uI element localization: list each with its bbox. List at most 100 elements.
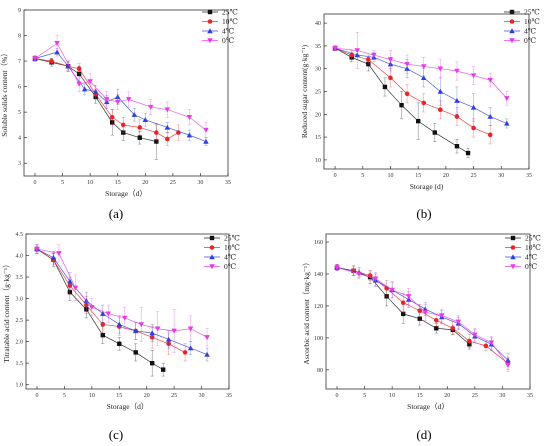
plot-frame [25,233,230,390]
data-point [437,66,444,72]
x-tick-label: 25 [471,173,477,179]
y-tick-label: 4.0 [16,254,24,260]
data-point [100,310,106,316]
data-point [122,315,128,321]
y-tick-label: 10 [315,158,321,164]
data-point [32,56,38,62]
data-point [117,341,122,346]
x-tick-label: 30 [498,173,504,179]
data-point [382,84,388,90]
data-point [131,111,138,117]
data-point [438,107,443,113]
legend: 25℃10℃4℃0℃ [202,8,238,45]
legend-marker [209,264,215,270]
data-point [421,100,427,106]
data-point [437,88,444,94]
series-1 [332,45,493,145]
x-axis-title: Storage（d） [107,402,149,411]
y-tick-label: 7 [18,59,21,65]
legend-label: 25℃ [222,8,238,17]
data-point [72,285,79,291]
data-point [454,144,460,149]
panel-label-b: (b) [416,206,432,221]
data-point [420,64,427,70]
chart-a: 0 5 10 15 20 25 30 35 3 4 5 6 7 8 9 Storage（d） Soluble s… [0,8,238,198]
y-tick-label: 25 [315,90,321,96]
legend: 25℃10℃4℃0℃ [505,234,541,271]
data-point [92,88,99,94]
data-point [165,336,172,342]
data-point [415,118,421,124]
y-tick-label: 80 [317,368,323,374]
legend-label: 25℃ [525,234,541,243]
x-axis-title: Storage (d) [410,182,444,191]
y-tick-label: 4.5 [16,232,24,238]
data-point [467,338,472,344]
legend-label: 10℃ [224,243,240,252]
y-tick-label: 6 [18,85,21,91]
data-point [187,326,194,332]
data-point [164,107,171,113]
data-point [470,73,477,79]
legend-marker [510,235,516,241]
data-point [65,63,71,69]
x-tick-label: 25 [171,393,177,399]
data-point [405,294,412,300]
y-tick-label: 160 [314,240,323,246]
legend-label: 10℃ [222,17,238,26]
series-3 [32,35,209,138]
data-point [372,276,379,282]
y-axis-title: Reduced sugar content(g·kg⁻¹) [300,44,309,138]
series-0 [32,55,159,160]
series-line [336,267,509,364]
data-point [354,48,360,54]
data-point [187,345,194,351]
legend-marker [509,28,515,34]
data-point [54,41,60,46]
data-point [171,328,177,334]
data-point [132,328,139,334]
data-point [387,57,394,63]
series-line [336,267,509,366]
y-tick-label: 1.5 [16,361,24,367]
panel-label-c: (c) [108,427,124,442]
data-point [433,317,439,323]
data-point [488,340,495,346]
series-line [36,248,164,370]
x-tick-label: 30 [499,393,505,399]
legend-marker [209,245,215,250]
x-tick-label: 35 [527,393,533,399]
data-point [116,321,123,327]
data-point [332,45,338,51]
data-point [182,350,188,355]
y-tick-label: 9 [18,8,21,14]
data-point [56,251,62,257]
data-point [203,127,209,133]
data-point [400,300,406,306]
data-point [450,325,456,331]
data-point [105,311,112,317]
legend-marker [509,19,515,24]
legend-label: 4℃ [222,27,234,36]
data-point [465,150,471,156]
data-point [138,322,144,328]
data-point [81,86,88,92]
legend-marker [510,254,516,260]
data-point [417,316,422,321]
data-point [400,311,406,317]
data-point [76,81,82,87]
legend-marker [509,38,515,44]
data-point [422,310,428,316]
data-point [154,130,159,135]
series-2 [334,264,511,367]
data-point [34,246,40,252]
data-point [126,97,132,103]
series-line [334,47,507,124]
legend-marker [207,38,213,44]
x-tick-label: 15 [115,180,121,186]
x-tick-label: 35 [226,393,232,399]
data-point [76,66,82,72]
y-tick-label: 3.0 [16,297,24,303]
data-point [120,122,126,128]
data-point [50,254,57,260]
